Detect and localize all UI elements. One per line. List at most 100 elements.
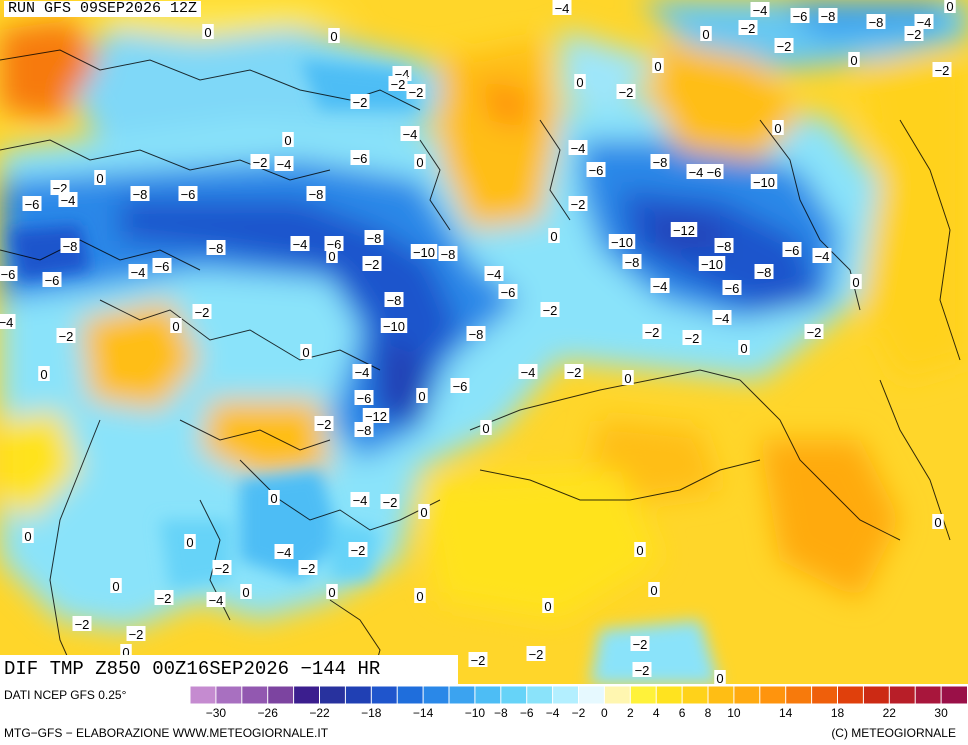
contour-label-text: −2 (619, 85, 634, 100)
colorbar-swatch (190, 686, 217, 704)
contour-label-text: −10 (611, 235, 633, 250)
colorbar-swatch (629, 686, 658, 704)
contour-label: −4 (686, 164, 706, 180)
contour-label: −8 (364, 230, 384, 246)
credit-text: MTG−GFS − ELABORAZIONE WWW.METEOGIORNALE… (4, 726, 329, 740)
contour-label-text: −6 (45, 273, 60, 288)
contour-labels: −4 −4 −6 −80−8 −4−2 −20 0 0−20−20−4−2−20−2−20−4… (0, 0, 956, 685)
contour-label: −10 (608, 234, 636, 250)
colorbar-swatch (396, 686, 425, 704)
contour-label: 0 (414, 588, 426, 604)
contour-label: 0 (738, 340, 750, 356)
contour-label: 0 (240, 584, 252, 600)
contour-label: −2 (568, 196, 588, 212)
contour-label-text: −2 (635, 663, 650, 678)
contour-label: −12 (362, 408, 390, 424)
contour-label: −2 (406, 84, 426, 100)
contour-label-text: −2 (907, 27, 922, 42)
contour-label: 0 (848, 52, 860, 68)
contour-label: −4 (812, 248, 832, 264)
contour-label-text: 0 (544, 599, 551, 614)
contour-label-text: 0 (550, 229, 557, 244)
contour-label: −2 (632, 662, 652, 678)
colorbar-tick-label: −10 (464, 706, 486, 720)
contour-label-text: −8 (387, 293, 402, 308)
colorbar-swatch (552, 686, 580, 704)
contour-label-text: −8 (441, 247, 456, 262)
contour-label-text: −8 (869, 15, 884, 30)
contour-label: −6 (722, 280, 742, 296)
contour-label-text: −8 (367, 231, 382, 246)
contour-label-text: −4 (521, 365, 536, 380)
colorbar-swatch (940, 686, 967, 704)
contour-label-text: −4 (277, 157, 292, 172)
contour-label-text: 0 (24, 529, 31, 544)
contour-label-text: 0 (654, 59, 661, 74)
contour-label-text: −6 (785, 243, 800, 258)
contour-label: −6 (350, 150, 370, 166)
contour-label-text: −4 (753, 3, 768, 18)
contour-label-text: 0 (416, 155, 423, 170)
colorbar-tick-label: −30 (205, 706, 227, 720)
contour-label: −8 (714, 238, 734, 254)
contour-label-text: 0 (270, 491, 277, 506)
contour-label: −6 (704, 164, 724, 180)
colorbar-tick-label: −22 (309, 706, 330, 720)
colorbar-tick-label: 10 (727, 706, 741, 720)
colorbar-swatch (267, 686, 295, 704)
colorbar-swatch (474, 686, 502, 704)
contour-label-text: 0 (40, 367, 47, 382)
contour-label: −6 (152, 258, 172, 274)
contour-label: −2 (350, 94, 370, 110)
contour-label: −6 (354, 390, 374, 406)
contour-label-text: 0 (702, 27, 709, 42)
contour-label-text: −4 (715, 311, 730, 326)
contour-label: −8 (818, 8, 838, 24)
contour-label-text: 0 (122, 645, 129, 660)
contour-label-text: 0 (302, 345, 309, 360)
contour-label: −2 (56, 328, 76, 344)
contour-label: 0 (622, 370, 634, 386)
contour-label-text: 0 (482, 421, 489, 436)
contour-label: 0 (120, 644, 132, 660)
contour-label-text: 0 (96, 171, 103, 186)
data-source: DATI NCEP GFS 0.25° (4, 688, 127, 702)
country-borders (0, 49, 961, 685)
contour-label: −4 (350, 492, 370, 508)
contour-label-text: −2 (571, 197, 586, 212)
contour-label: −10 (750, 174, 778, 190)
contour-label: −2 (804, 324, 824, 340)
colorbar-swatch (655, 686, 684, 704)
colorbar-tick-label: 30 (934, 706, 948, 720)
contour-label-text: −4 (131, 265, 146, 280)
colorbar-swatch (914, 686, 943, 704)
colorbar-swatch (500, 686, 528, 704)
colorbar-swatch (319, 686, 347, 704)
contour-label-text: 0 (850, 53, 857, 68)
contour-label: −4 (568, 140, 588, 156)
contour-label-text: 0 (186, 535, 193, 550)
contour-label: −6 (790, 8, 810, 24)
colorbar-swatch (241, 686, 269, 704)
contour-label-text: −2 (529, 647, 544, 662)
contour-label: −10 (380, 318, 408, 334)
contour-label-text: −8 (757, 265, 772, 280)
contour-label-text: −6 (353, 151, 368, 166)
colorbar-swatch (603, 686, 632, 704)
contour-label: −2 (362, 256, 382, 272)
contour-label-text: −4 (689, 165, 704, 180)
contour-label: −8 (60, 238, 80, 254)
contour-label: −2 (314, 416, 334, 432)
map-panel: −4 −4 −6 −8 0 −8 −4 −2 −2 0 0 0 −2 0 −2 0 −4 −2 −2 0 −2 −2 0 −4… (0, 0, 968, 685)
contour-label-text: −4 (815, 249, 830, 264)
contour-label: −2 (526, 646, 546, 662)
colorbar-tick-label: 4 (652, 706, 660, 720)
contour-label-text: −2 (317, 417, 332, 432)
colorbar-tick-label: −6 (519, 706, 534, 720)
contour-label: 0 (202, 24, 214, 40)
contour-label: 0 (170, 318, 182, 334)
contour-label-text: −12 (673, 223, 695, 238)
contour-label: −2 (250, 154, 270, 170)
contour-label-text: −2 (353, 95, 368, 110)
contour-label-text: −8 (469, 327, 484, 342)
